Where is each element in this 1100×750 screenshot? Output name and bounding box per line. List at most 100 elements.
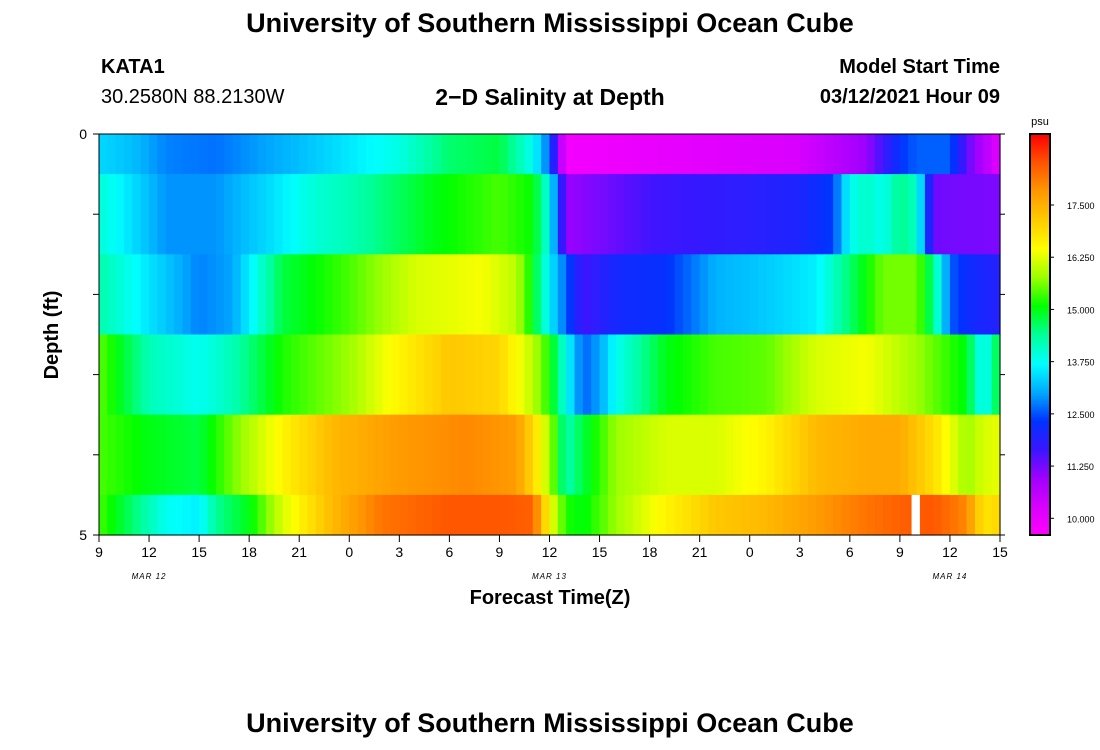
heatmap-cell [949,174,959,255]
heatmap-cell [657,334,667,416]
heatmap-cell [733,494,742,536]
heatmap-cell [482,134,492,175]
colorbar-segment [1030,226,1050,229]
colorbar-segment [1030,268,1050,271]
colorbar-segment [1030,356,1050,360]
heatmap-cell [849,134,859,175]
heatmap-cell [791,134,801,175]
heatmap-cell [632,334,642,416]
heatmap-cell [482,414,492,496]
heatmap-cell [441,334,450,416]
heatmap-cell [808,414,818,496]
heatmap-cell [833,254,843,336]
colorbar-segment [1030,390,1050,394]
colorbar-segment [1030,240,1050,243]
heatmap-cell [524,414,534,496]
heatmap-cell [532,174,542,255]
heatmap-cell [232,254,242,336]
heatmap-cell [899,414,909,496]
heatmap-cell [733,254,742,336]
colorbar-segment [1030,202,1050,205]
x-tick-label: 9 [496,544,504,560]
heatmap-cell [958,174,968,255]
colorbar-segment [1030,254,1050,257]
heatmap-cell [849,254,859,336]
colorbar-segment [1030,508,1050,512]
colorbar-segment [1030,438,1050,442]
heatmap-cell [682,174,692,255]
heatmap-cell [149,254,158,336]
heatmap-cell [274,334,284,416]
heatmap-cell [466,254,476,336]
heatmap-cell [824,494,834,536]
heatmap-cell [265,414,275,496]
heatmap-cell [974,334,984,416]
heatmap-cell [207,254,217,336]
heatmap-cell [140,334,150,416]
heatmap-cell [274,414,284,496]
colorbar-segment [1030,298,1050,302]
heatmap-cell [424,254,434,336]
heatmap-cell [516,254,526,336]
heatmap-cell [165,174,175,255]
x-tick-label: 0 [746,544,754,560]
heatmap-cell [816,414,826,496]
colorbar-segment [1030,340,1050,344]
heatmap-cell [349,174,359,255]
heatmap-cell [249,134,259,175]
heatmap-cell [833,334,843,416]
heatmap-cell [249,414,259,496]
heatmap-cell [340,134,350,175]
heatmap-cell [199,414,209,496]
colorbar-segment [1030,286,1050,289]
model-start-value: 03/12/2021 Hour 09 [819,86,1000,108]
colorbar-segment [1030,388,1050,392]
colorbar-segment [1030,512,1050,516]
heatmap-cell [299,334,309,416]
heatmap-cell [941,174,951,255]
heatmap-cell [390,334,400,416]
heatmap-cell [632,494,642,536]
colorbar-segment [1030,170,1050,173]
heatmap-cell [441,494,450,536]
heatmap-cell [908,254,918,336]
heatmap-cell [924,494,934,536]
heatmap-cell [974,134,984,175]
heatmap-cell [574,134,584,175]
heatmap-cell [816,174,826,255]
heatmap-cell [474,134,484,175]
colorbar-segment [1030,146,1050,149]
date-label: MAR 14 [932,572,967,581]
heatmap-cell [574,494,584,536]
heatmap-cell [265,134,275,175]
colorbar-segment [1030,478,1050,482]
colorbar-segment [1030,164,1050,167]
heatmap-cell [883,254,893,336]
heatmap-cell [524,494,534,536]
heatmap-cell [783,134,793,175]
heatmap-cell [407,494,417,536]
colorbar-segment [1030,216,1050,219]
heatmap-cell [541,494,551,536]
heatmap-cell [499,134,509,175]
colorbar-segment [1030,514,1050,518]
x-tick-label: 15 [191,544,207,560]
heatmap-cell [708,174,717,255]
heatmap-cell [866,494,876,536]
heatmap-cell [340,254,350,336]
heatmap-cell [566,334,576,416]
heatmap-cell [783,334,793,416]
colorbar-segment [1030,312,1050,316]
colorbar-segment [1030,436,1050,440]
heatmap-cell [674,334,684,416]
heatmap-cell [649,254,659,336]
heatmap-cell [499,334,509,416]
heatmap-cell [858,494,868,536]
heatmap-cell [315,254,325,336]
heatmap-cell [416,254,425,336]
heatmap-cell [949,134,959,175]
colorbar-segment [1030,272,1050,275]
colorbar-segment [1030,144,1050,147]
heatmap-cell [532,334,542,416]
heatmap-cell [724,334,734,416]
